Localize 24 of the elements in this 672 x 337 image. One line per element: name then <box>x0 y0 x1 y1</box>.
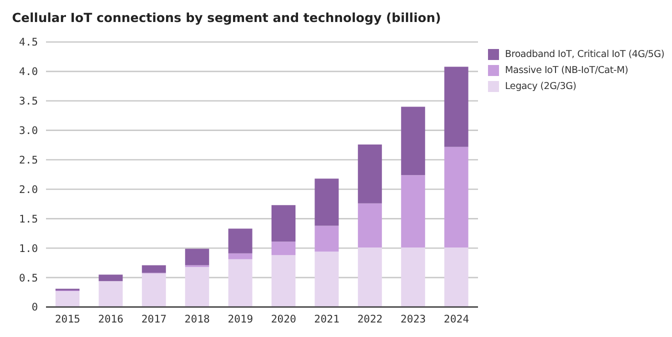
x-tick-label: 2015 <box>54 313 80 326</box>
x-tick-label: 2020 <box>270 313 296 326</box>
y-tick-label: 4.0 <box>19 66 38 78</box>
x-tick-label: 2019 <box>228 313 254 326</box>
x-tick-label: 2021 <box>314 313 340 326</box>
legend-label: Legacy (2G/3G) <box>505 80 576 92</box>
legend-label: Massive IoT (NB-IoT/Cat-M) <box>505 64 628 76</box>
x-tick-label: 2024 <box>444 313 470 326</box>
x-tick-label: 2022 <box>357 313 383 326</box>
chart-title: Cellular IoT connections by segment and technology (billion) <box>12 10 441 25</box>
y-tick-label: 0 <box>32 302 38 314</box>
x-tick-label: 2016 <box>98 313 124 326</box>
legend-label: Broadband IoT, Critical IoT (4G/5G) <box>505 48 664 60</box>
y-tick-label: 3.5 <box>19 96 38 108</box>
y-tick-label: 0.5 <box>19 272 38 284</box>
x-tick-label: 2017 <box>141 313 167 326</box>
y-tick-label: 1.5 <box>19 213 38 226</box>
y-tick-label: 3.0 <box>19 125 38 138</box>
y-tick-label: 2.0 <box>19 184 38 196</box>
x-tick-label: 2018 <box>184 313 210 326</box>
x-tick-label: 2023 <box>400 313 426 326</box>
y-tick-label: 2.5 <box>19 154 38 167</box>
y-tick-label: 4.5 <box>19 36 38 49</box>
y-tick-label: 1.0 <box>19 242 38 255</box>
